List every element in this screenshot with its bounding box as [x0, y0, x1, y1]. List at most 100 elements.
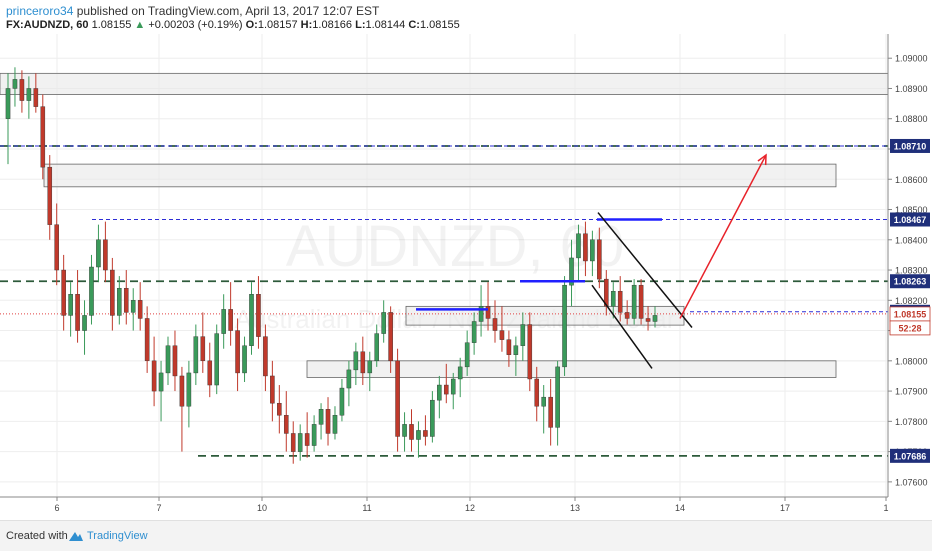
zone-rect [405, 305, 685, 326]
candle-body [513, 345, 519, 355]
candle-body [179, 375, 185, 407]
candle [499, 306, 505, 352]
candle-body [597, 239, 602, 280]
candle [464, 330, 470, 376]
low-label: L: [355, 19, 366, 31]
candle-body [423, 430, 428, 437]
candle [506, 330, 512, 367]
symbol-label: FX:AUDNZD, 60 [6, 19, 89, 31]
candle-body [367, 360, 373, 374]
price-label: 1.08155 [889, 306, 931, 322]
candle-body [430, 399, 435, 437]
candle-body [450, 378, 456, 395]
up-arrow-icon: ▲ [134, 19, 146, 31]
candle-body [464, 342, 470, 368]
candle [430, 391, 435, 443]
candle [19, 70, 25, 113]
price-label-text: 1.08710 [894, 141, 927, 151]
candle-body [416, 430, 421, 440]
price-chart[interactable]: AUDNZD, 60 Australian Dollar / New Zeala… [0, 34, 932, 520]
price-label-box [890, 212, 930, 227]
price-label-text: 1.07686 [894, 451, 927, 461]
candle-body [617, 291, 623, 313]
candles [5, 67, 658, 464]
y-tick-label: 1.07800 [895, 417, 928, 427]
candle [221, 294, 226, 349]
candle [311, 415, 317, 452]
open-label: O: [245, 19, 258, 31]
price-label: 1.08710 [890, 138, 930, 153]
candle-body [207, 360, 213, 386]
candle-body [158, 372, 164, 392]
candle [270, 360, 275, 422]
candle-body [506, 339, 512, 355]
y-tick-label: 1.08500 [895, 205, 928, 215]
price-label-box [890, 448, 930, 463]
candle [388, 306, 393, 373]
publish-info: published on TradingView.com, April 13, … [76, 4, 380, 18]
candle [604, 270, 609, 316]
candle-body [200, 336, 206, 362]
candle [374, 324, 380, 367]
candle [75, 270, 80, 343]
candle [485, 282, 491, 331]
candle-body [437, 384, 442, 401]
candle-body [527, 324, 533, 380]
candle [249, 282, 254, 355]
candle [277, 385, 282, 434]
zone-rect [306, 360, 837, 378]
y-tick-label: 1.07900 [895, 387, 928, 397]
author-link[interactable]: princeroro34 [6, 4, 74, 18]
candle-body [290, 433, 296, 452]
candle [186, 360, 192, 428]
candle-body [12, 79, 18, 89]
y-tick-label: 1.08200 [895, 296, 928, 306]
candle-body [562, 284, 567, 368]
tradingview-brand-link[interactable]: TradingView [87, 530, 148, 542]
candle [583, 221, 588, 277]
candle [137, 282, 143, 331]
candle [263, 324, 268, 392]
candle [68, 282, 73, 337]
candle [548, 378, 553, 446]
zone-rect [43, 163, 837, 188]
candle [423, 415, 428, 446]
candle [283, 391, 289, 452]
x-tick-label: 14 [675, 503, 685, 513]
candle-body [110, 269, 115, 316]
zones [0, 72, 889, 378]
candle-body [346, 369, 352, 389]
candle [158, 360, 164, 422]
candle [555, 360, 560, 446]
candle [61, 254, 66, 331]
candle-body [297, 433, 303, 452]
candle [130, 288, 136, 331]
candle-body [485, 306, 491, 319]
candle [569, 239, 574, 307]
candle [339, 378, 345, 422]
candle [193, 324, 199, 386]
candle-body [33, 88, 39, 107]
x-tick-label: 17 [780, 503, 790, 513]
candle-body [270, 375, 275, 404]
x-tick-label: 12 [465, 503, 475, 513]
candle [576, 224, 581, 283]
candle-body [117, 287, 122, 316]
candle-body [96, 239, 101, 268]
candle [214, 324, 219, 395]
price-change: +0.00203 (+0.19%) [148, 19, 243, 31]
x-tick-label: 13 [570, 503, 580, 513]
candle [346, 360, 352, 407]
candle-body [61, 269, 66, 316]
candle [47, 155, 53, 240]
price-label: 1.08467 [890, 212, 930, 227]
candle [527, 312, 533, 392]
candle-body [186, 372, 192, 407]
candle [541, 385, 546, 434]
channel-line [591, 284, 653, 369]
candle-body [339, 387, 345, 416]
candle [360, 336, 366, 386]
candle [617, 276, 623, 322]
candle [325, 397, 331, 446]
watermark-symbol: AUDNZD, 60 [286, 214, 624, 279]
